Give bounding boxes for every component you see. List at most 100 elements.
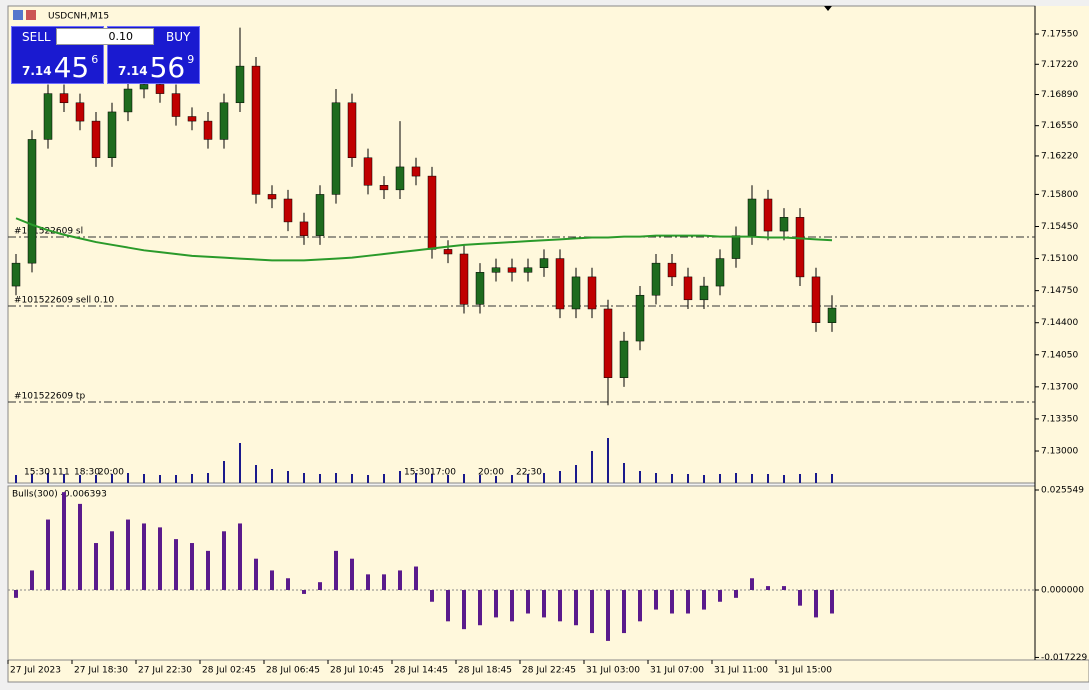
candle-body [27,139,37,264]
candle-body [619,340,629,378]
candle-body [747,198,757,236]
volume-bar [767,474,769,483]
bulls-bar [654,590,658,610]
volume-bar [47,473,49,483]
volume-bar [63,474,65,483]
price-tick-label: 7.15450 [1041,222,1078,232]
price-big: 7.14 [22,64,52,78]
time-label: 31 Jul 07:00 [650,666,704,676]
candle-body [347,102,357,159]
bulls-bar [302,590,306,594]
price-tick-label: 7.17550 [1041,30,1078,40]
bulls-bar [238,523,242,591]
candle-body [139,84,149,90]
bulls-bar [734,590,738,598]
window-icon [26,10,36,20]
time-label: 27 Jul 18:30 [74,666,128,676]
volume-bar [79,475,81,483]
volume-bar [831,474,833,483]
session-marker: 22:30 [516,468,542,478]
bulls-bar [590,590,594,634]
bulls-bar [78,503,82,591]
candle-body [715,258,725,287]
candle-body [331,102,341,195]
volume-bar [111,474,113,483]
price-axis-area [1035,6,1089,660]
price-main: 56 [149,51,186,84]
bulls-bar [398,570,402,591]
lot-input[interactable]: 0.10 [56,28,154,45]
candle-body [299,221,309,236]
sell-label: SELL [22,30,51,44]
bulls-bar [94,543,98,591]
volume-bar [607,438,609,483]
volume-bar [751,474,753,483]
bulls-bar [750,578,754,591]
price-pane [7,5,1036,484]
bulls-bar [686,590,690,614]
volume-bar [735,473,737,483]
price-tick-label: 7.15800 [1041,190,1078,200]
volume-bar [399,471,401,483]
bulls-bar [158,527,162,591]
bulls-bar [670,590,674,614]
time-label: 31 Jul 11:00 [714,666,768,676]
session-marker: 18:30 [74,468,100,478]
bulls-bar [782,586,786,591]
session-marker: 1 [64,468,70,478]
volume-bar [719,474,721,483]
bulls-bar [382,574,386,591]
window-icon [13,10,23,20]
bulls-bar [286,578,290,591]
volume-bar [383,474,385,483]
time-label: 31 Jul 15:00 [778,666,832,676]
time-label: 28 Jul 10:45 [330,666,384,676]
session-marker: 20:00 [98,468,124,478]
bulls-bar [414,566,418,591]
bulls-bar [542,590,546,618]
price-main: 45 [53,51,90,84]
bulls-bar [254,558,258,591]
price-tick-label: 7.16550 [1041,121,1078,131]
bulls-bar [318,582,322,591]
bulls-bar [366,574,370,591]
volume-bar [191,474,193,483]
candle-body [827,307,837,323]
volume-bar [255,465,257,483]
moving-average [15,217,833,262]
price-small: 9 [187,53,195,66]
bulls-bar [430,590,434,602]
candle-body [267,194,277,200]
volume-bar [223,461,225,483]
volume-bar [175,475,177,483]
volume-bar [239,443,241,483]
bulls-bar [222,531,226,591]
indicator-label: Bulls(300) -0.006393 [12,490,107,500]
time-label: 31 Jul 03:00 [586,666,640,676]
volume-bar [335,473,337,483]
time-label: 28 Jul 02:45 [202,666,256,676]
session-marker: 15:30 [404,468,430,478]
candle-body [763,198,773,232]
bulls-bar [574,590,578,626]
volume-bar [143,474,145,483]
candle-body [795,217,805,278]
price-tick-label: 7.14050 [1041,350,1078,360]
buy-price: 7.1456 9 [118,51,194,84]
candle-body [459,253,469,305]
bulls-bar [606,590,610,641]
bulls-bar [814,590,818,618]
candle-body [427,175,437,250]
bulls-bar [334,550,338,591]
volume-bar [639,471,641,483]
candle-body [379,185,389,191]
volume-bar [655,473,657,483]
bulls-bar [14,590,18,598]
bulls-bar [142,523,146,591]
candle-body [235,65,245,104]
volume-bar [671,474,673,483]
candle-body [123,88,133,113]
bulls-bar [350,558,354,591]
indicator-tick-label: 0.025549 [1041,485,1084,495]
